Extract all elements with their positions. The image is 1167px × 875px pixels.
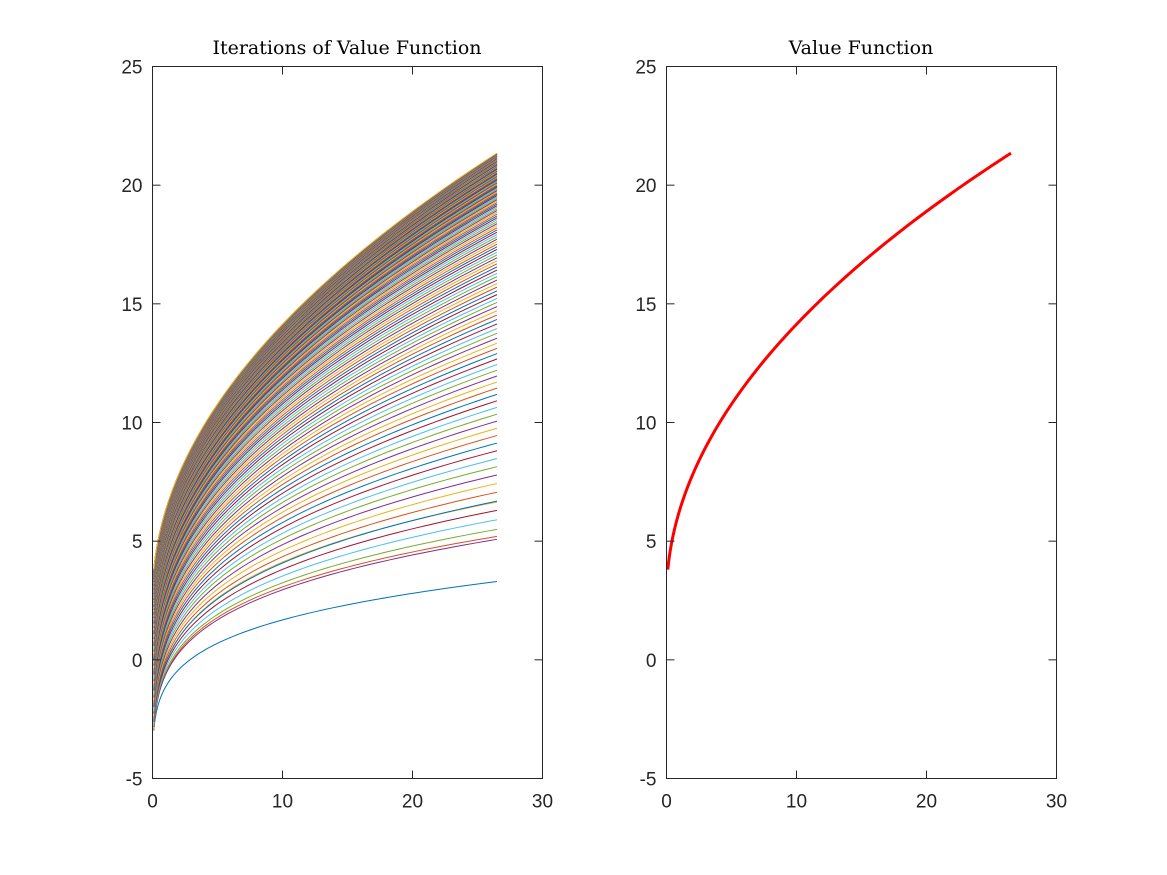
left-y-tick-label: 15 [121,295,142,316]
left-x-tick-label: 20 [402,792,423,813]
left-y-tick-label: 20 [121,176,142,197]
left-y-tick-label: 10 [121,414,142,435]
right-y-tick-label: 20 [635,176,656,197]
left-panel-title: Iterations of Value Function [212,37,481,59]
right-y-tick-label: 5 [646,532,657,553]
right-y-tick-label: 10 [635,414,656,435]
right-panel-title: Value Function [788,37,934,59]
left-x-tick-label: 10 [272,792,293,813]
right-y-tick-label: 25 [635,58,656,79]
right-x-tick-label: 30 [1046,792,1067,813]
right-y-tick-label: 0 [646,651,657,672]
left-y-tick-label: 5 [132,532,143,553]
right-y-tick-label: 15 [635,295,656,316]
right-x-tick-label: 0 [661,792,672,813]
right-y-tick-label: -5 [640,770,657,791]
left-x-tick-label: 0 [147,792,158,813]
left-x-tick-label: 30 [532,792,553,813]
left-y-tick-label: 25 [121,58,142,79]
right-x-tick-label: 10 [786,792,807,813]
left-y-tick-label: -5 [126,770,143,791]
left-y-tick-label: 0 [132,651,143,672]
right-x-tick-label: 20 [916,792,937,813]
